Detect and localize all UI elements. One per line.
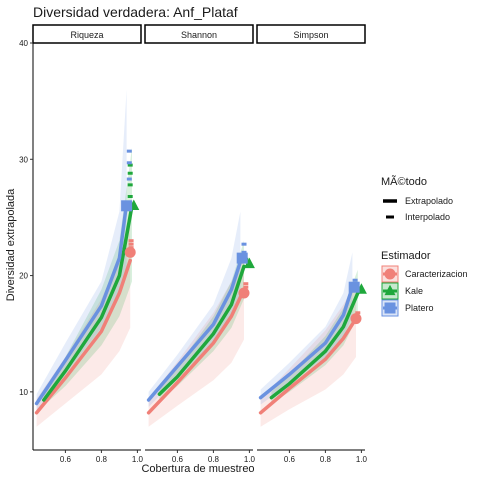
legend-key-square xyxy=(384,302,396,314)
x-tick-label: 1.0 xyxy=(356,455,368,464)
x-tick-label: 1.0 xyxy=(132,455,144,464)
observed-point-platero xyxy=(348,281,360,293)
legend-method-label: Interpolado xyxy=(405,212,450,222)
interpolated-point-platero xyxy=(126,149,132,153)
extrapolated-line-platero xyxy=(34,201,129,406)
x-tick-label: 0.8 xyxy=(96,455,108,464)
legend-key-circle xyxy=(384,268,396,280)
facet-strip xyxy=(32,24,142,44)
interpolated-point-platero xyxy=(126,161,132,165)
extrapolated-line-caracterizacion xyxy=(34,258,132,415)
legend-estimator-title: Estimador xyxy=(381,250,431,262)
interpolated-point-kale xyxy=(127,163,133,167)
interpolated-point-kale xyxy=(127,171,133,175)
y-tick-label: 30 xyxy=(19,155,28,164)
interpolated-point-platero xyxy=(126,177,132,181)
extrapolated-line-kale xyxy=(42,204,134,402)
chart-title: Diversidad verdadera: Anf_Plataf xyxy=(33,4,238,20)
legend-method-label: Extrapolado xyxy=(405,196,453,206)
x-tick-label: 0.6 xyxy=(60,455,72,464)
legend-estimator: Estimador Caracterizacion Kale Platero xyxy=(381,250,468,317)
observed-point-platero xyxy=(236,252,248,264)
observed-point-caracterizacion xyxy=(238,287,250,299)
interpolated-point-caracterizacion xyxy=(128,242,134,246)
x-axis-label: Cobertura de muestreo xyxy=(141,463,254,475)
interpolated-point-platero xyxy=(352,278,358,282)
extrapolated-line-caracterizacion xyxy=(258,316,358,415)
legend-key-triangle xyxy=(384,284,396,296)
interpolated-point-caracterizacion xyxy=(243,285,249,289)
legend-estimator-label: Caracterizacion xyxy=(405,269,468,279)
observed-point-caracterizacion xyxy=(350,313,362,325)
x-tick-label: 0.8 xyxy=(320,455,332,464)
y-tick-label: 20 xyxy=(19,272,28,281)
facet-panel-shannon: Shannon 0.6 0.8 1.0 xyxy=(144,24,256,464)
observed-point-platero xyxy=(121,200,133,212)
observed-point-caracterizacion xyxy=(124,246,136,258)
interpolated-point-kale xyxy=(127,194,133,198)
facet-strip-label: Simpson xyxy=(293,30,328,40)
interpolated-point-kale xyxy=(127,183,133,187)
extrapolated-line-platero xyxy=(258,285,355,400)
interpolated-point-caracterizacion xyxy=(128,239,134,243)
extrapolated-line-kale xyxy=(269,291,360,400)
interpolated-point-platero xyxy=(241,250,247,254)
y-tick-label: 40 xyxy=(19,39,28,48)
facet-panel-riqueza: Riqueza 0.6 0.8 1.0 xyxy=(32,24,144,464)
facet-strip-label: Shannon xyxy=(181,30,217,40)
x-tick-label: 0.6 xyxy=(172,455,184,464)
legend-estimator-label: Platero xyxy=(405,303,434,313)
legend-estimator-label: Kale xyxy=(405,286,423,296)
x-tick-label: 0.6 xyxy=(284,455,296,464)
y-tick-label: 10 xyxy=(19,388,28,397)
interpolated-point-caracterizacion xyxy=(355,311,361,315)
legend-method-title: MÃ©todo xyxy=(381,175,427,188)
y-axis-label: Diversidad extrapolada xyxy=(5,188,17,301)
extrapolated-line-platero xyxy=(146,259,243,402)
extrapolated-line-caracterizacion xyxy=(146,287,246,415)
facet-strip xyxy=(144,24,254,44)
facet-strip-label: Riqueza xyxy=(70,30,103,40)
observed-point-kale xyxy=(243,257,255,269)
interpolated-point-caracterizacion xyxy=(243,282,249,286)
x-tick-label: 0.8 xyxy=(208,455,220,464)
legend-method: MÃ©todo Extrapolado Interpolado xyxy=(381,175,453,222)
x-tick-label: 1.0 xyxy=(244,455,256,464)
extrapolated-line-kale xyxy=(157,264,246,396)
interpolated-point-platero xyxy=(241,242,247,246)
facet-panel-simpson: Simpson 0.6 0.8 1.0 xyxy=(256,24,368,464)
facet-strip xyxy=(256,24,366,44)
